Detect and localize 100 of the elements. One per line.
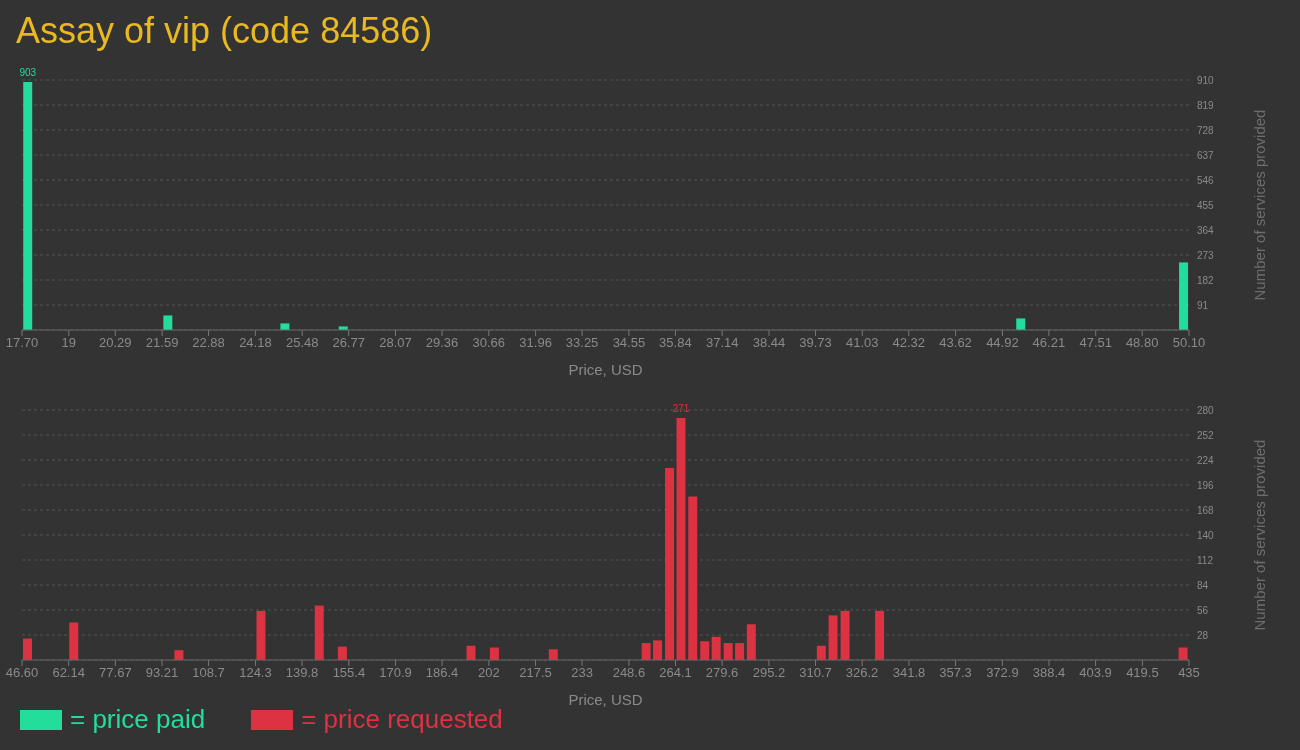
data-label: 903 xyxy=(19,66,37,78)
y-tick-label: 56 xyxy=(1197,604,1209,616)
y-tick-label: 728 xyxy=(1197,124,1215,136)
x-tick-label: 22.88 xyxy=(192,335,225,351)
bar xyxy=(700,641,710,660)
y-tick-label: 91 xyxy=(1197,299,1209,311)
x-tick-label: 31.96 xyxy=(519,335,552,351)
bar xyxy=(163,315,173,330)
bar xyxy=(665,468,675,660)
x-tick-label: 403.9 xyxy=(1079,665,1112,681)
y-tick-label: 84 xyxy=(1197,579,1209,591)
x-tick-label: 30.66 xyxy=(472,335,506,351)
x-tick-label: 108.7 xyxy=(192,665,225,681)
bar xyxy=(174,650,184,660)
x-tick-label: 20.29 xyxy=(99,335,132,351)
bar xyxy=(828,615,838,660)
x-tick-label: 43.62 xyxy=(939,335,972,351)
x-tick-label: 24.18 xyxy=(239,335,272,351)
bar xyxy=(735,643,745,660)
x-tick-label: 264.1 xyxy=(659,665,692,681)
data-label: 271 xyxy=(672,403,690,415)
bar xyxy=(641,643,651,660)
y-tick-label: 28 xyxy=(1197,629,1209,641)
x-tick-label: 124.3 xyxy=(239,665,272,681)
x-tick-label: 37.14 xyxy=(705,335,739,351)
bar xyxy=(875,610,885,660)
x-tick-label: 35.84 xyxy=(659,335,692,351)
y-tick-label: 637 xyxy=(1197,149,1215,161)
x-tick-label: 435 xyxy=(1178,665,1200,681)
y-tick-label: 252 xyxy=(1197,429,1215,441)
legend-label: = price requested xyxy=(301,704,503,735)
bar xyxy=(723,643,733,660)
bar xyxy=(256,610,266,660)
bar xyxy=(69,622,79,660)
x-tick-label: 419.5 xyxy=(1126,665,1159,681)
x-axis-title: Price, USD xyxy=(568,361,643,378)
x-tick-label: 26.77 xyxy=(332,335,365,351)
x-tick-label: 39.73 xyxy=(799,335,832,351)
x-tick-label: 170.9 xyxy=(379,665,412,681)
x-tick-label: 29.36 xyxy=(425,335,459,351)
y-tick-label: 182 xyxy=(1197,274,1215,286)
x-tick-label: 388.4 xyxy=(1032,665,1066,681)
x-tick-label: 28.07 xyxy=(379,335,412,351)
y-tick-label: 455 xyxy=(1197,199,1215,211)
x-tick-label: 44.92 xyxy=(986,335,1019,351)
x-tick-label: 155.4 xyxy=(332,665,366,681)
bar xyxy=(1179,262,1189,330)
bar xyxy=(816,645,826,660)
x-axis-title: Price, USD xyxy=(568,691,643,708)
x-tick-label: 326.2 xyxy=(845,665,879,681)
y-axis-title: Number of services provided xyxy=(1250,109,1268,301)
y-tick-label: 224 xyxy=(1197,454,1215,466)
x-tick-label: 17.70 xyxy=(5,335,39,351)
y-tick-label: 112 xyxy=(1197,554,1214,566)
x-tick-label: 34.55 xyxy=(612,335,646,351)
bar xyxy=(840,610,850,660)
x-tick-label: 46.21 xyxy=(1032,335,1066,351)
chart-title: Assay of vip (code 84586) xyxy=(16,10,433,52)
y-tick-label: 280 xyxy=(1197,404,1215,416)
x-tick-label: 279.6 xyxy=(705,665,739,681)
x-tick-label: 295.2 xyxy=(752,665,786,681)
x-tick-label: 202 xyxy=(478,665,500,681)
bar xyxy=(653,640,663,660)
bar xyxy=(314,605,324,660)
x-tick-label: 77.67 xyxy=(99,665,132,681)
x-tick-label: 233 xyxy=(571,665,593,681)
y-tick-label: 364 xyxy=(1197,224,1215,236)
x-tick-label: 341.8 xyxy=(892,665,926,681)
y-tick-label: 546 xyxy=(1197,174,1215,186)
bar xyxy=(23,638,32,660)
x-tick-label: 41.03 xyxy=(846,335,879,351)
y-tick-label: 168 xyxy=(1197,504,1215,516)
y-tick-label: 819 xyxy=(1197,99,1215,111)
x-tick-label: 372.9 xyxy=(986,665,1019,681)
x-tick-label: 62.14 xyxy=(52,665,85,681)
y-tick-label: 910 xyxy=(1197,74,1215,86)
x-tick-label: 93.21 xyxy=(145,665,179,681)
x-tick-label: 46.60 xyxy=(5,665,39,681)
x-tick-label: 47.51 xyxy=(1079,335,1112,351)
x-tick-label: 139.8 xyxy=(285,665,319,681)
x-tick-label: 42.32 xyxy=(892,335,926,351)
x-tick-label: 33.25 xyxy=(565,335,599,351)
x-tick-label: 21.59 xyxy=(145,335,179,351)
x-tick-label: 248.6 xyxy=(612,665,646,681)
bar xyxy=(23,81,33,330)
bar xyxy=(1016,318,1026,330)
bar xyxy=(711,636,721,660)
x-tick-label: 217.5 xyxy=(519,665,552,681)
bar xyxy=(548,649,558,660)
y-tick-label: 196 xyxy=(1197,479,1215,491)
legend-label: = price paid xyxy=(70,704,206,735)
bar xyxy=(280,323,290,330)
x-tick-label: 48.80 xyxy=(1125,335,1159,351)
bar xyxy=(746,624,756,660)
y-tick-label: 140 xyxy=(1197,529,1215,541)
y-axis-title: Number of services provided xyxy=(1250,439,1268,631)
bar xyxy=(676,418,686,660)
x-tick-label: 357.3 xyxy=(939,665,972,681)
bar xyxy=(688,496,698,660)
x-tick-label: 38.44 xyxy=(752,335,786,351)
